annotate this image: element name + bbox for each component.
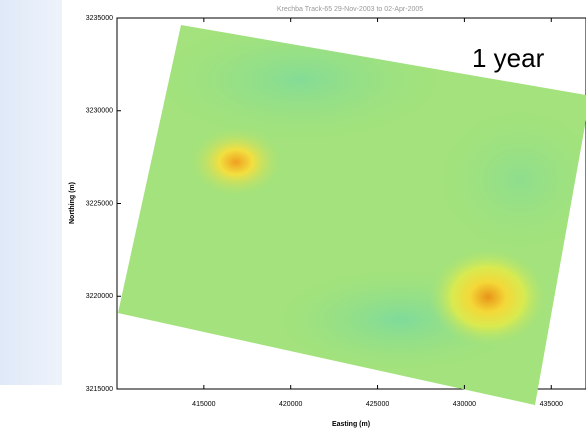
- y-tick-label: 3220000: [86, 293, 113, 300]
- y-tick-label: 3230000: [86, 108, 113, 115]
- side-panel: [0, 0, 62, 385]
- y-tick-label: 3215000: [86, 386, 113, 393]
- annotation: 1 year: [472, 43, 545, 73]
- x-tick-label: 425000: [366, 401, 389, 408]
- x-tick-label: 420000: [279, 401, 302, 408]
- x-axis-label: Easting (m): [332, 421, 370, 428]
- y-tick-label: 3225000: [86, 200, 113, 207]
- x-tick-label: 430000: [453, 401, 476, 408]
- x-tick-label: 415000: [192, 401, 215, 408]
- y-axis-label: Northing (m): [69, 182, 76, 224]
- chart-title: Krechba Track-65 29-Nov-2003 to 02-Apr-2…: [277, 6, 423, 13]
- x-tick-label: 435000: [540, 401, 563, 408]
- displacement-raster: [118, 25, 586, 405]
- y-tick-label: 3235000: [86, 15, 113, 22]
